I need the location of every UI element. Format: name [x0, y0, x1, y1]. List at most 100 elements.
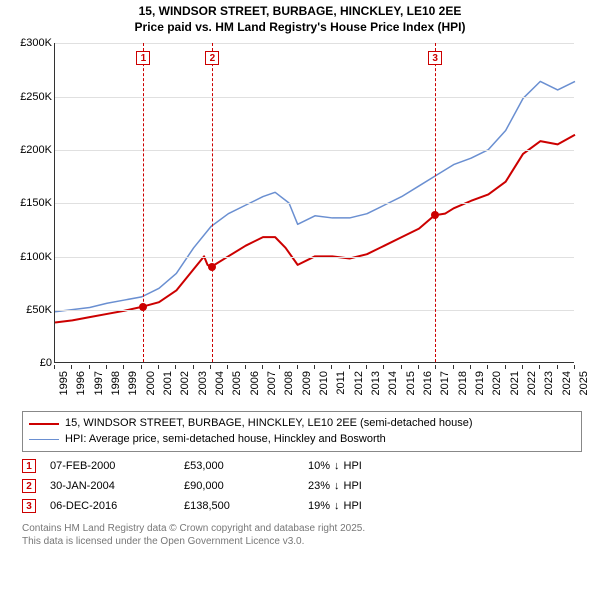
sale-table: 107-FEB-2000£53,00010%↓HPI230-JAN-2004£9…	[22, 456, 582, 516]
x-tick-label: 2014	[387, 371, 399, 395]
legend-swatch-price	[29, 423, 59, 425]
sale-diff-pct: 10%	[308, 460, 330, 472]
x-tick	[331, 365, 332, 369]
sale-diff-pct: 19%	[308, 500, 330, 512]
x-tick-label: 2024	[561, 371, 573, 395]
legend-swatch-hpi	[29, 439, 59, 441]
x-tick-label: 2011	[335, 371, 347, 395]
gridline	[55, 203, 574, 204]
x-tick	[297, 365, 298, 369]
x-tick-label: 2005	[231, 371, 243, 395]
series-line-hpi	[55, 82, 575, 312]
y-tick-label: £150K	[20, 197, 52, 209]
sale-date: 07-FEB-2000	[50, 460, 170, 472]
x-tick	[366, 365, 367, 369]
title-address: 15, WINDSOR STREET, BURBAGE, HINCKLEY, L…	[0, 4, 600, 20]
sale-date: 06-DEC-2016	[50, 500, 170, 512]
sale-flag: 1	[136, 51, 150, 65]
y-tick-label: £200K	[20, 144, 52, 156]
y-tick-label: £0	[40, 357, 52, 369]
x-tick	[470, 365, 471, 369]
legend-label-hpi: HPI: Average price, semi-detached house,…	[65, 432, 386, 447]
title-subtitle: Price paid vs. HM Land Registry's House …	[0, 20, 600, 36]
x-tick	[401, 365, 402, 369]
x-tick	[158, 365, 159, 369]
x-tick-label: 2010	[318, 371, 330, 395]
down-arrow-icon: ↓	[334, 480, 340, 492]
x-tick	[539, 365, 540, 369]
x-tick-label: 2004	[214, 371, 226, 395]
x-tick-label: 2023	[543, 371, 555, 395]
x-tick-label: 2012	[353, 371, 365, 395]
y-tick-label: £100K	[20, 251, 52, 263]
sale-row: 3 06-DEC-2016 £138,500 19% ↓ HPI	[22, 496, 582, 516]
x-tick-label: 2025	[578, 371, 590, 395]
sale-diff-suffix: HPI	[344, 500, 362, 512]
sale-flag: 3	[428, 51, 442, 65]
x-tick	[210, 365, 211, 369]
x-tick	[123, 365, 124, 369]
sale-row-flag: 2	[22, 479, 36, 493]
down-arrow-icon: ↓	[334, 460, 340, 472]
sale-marker	[431, 211, 439, 219]
sale-row: 107-FEB-2000£53,00010%↓HPI	[22, 456, 582, 476]
x-tick	[487, 365, 488, 369]
x-axis-labels: 1995199619971998199920002001200220032004…	[54, 365, 574, 405]
x-tick-label: 2007	[266, 371, 278, 395]
x-tick-label: 1999	[127, 371, 139, 395]
x-tick	[89, 365, 90, 369]
x-tick-label: 2006	[249, 371, 261, 395]
x-tick	[175, 365, 176, 369]
x-tick	[279, 365, 280, 369]
down-arrow-icon: ↓	[334, 500, 340, 512]
gridline	[55, 150, 574, 151]
sale-flag: 2	[205, 51, 219, 65]
x-tick-label: 2008	[283, 371, 295, 395]
x-tick	[314, 365, 315, 369]
sale-diff: 23% ↓ HPI	[308, 480, 362, 492]
x-tick	[141, 365, 142, 369]
x-tick	[193, 365, 194, 369]
sale-price: £138,500	[184, 500, 294, 512]
y-tick-label: £250K	[20, 91, 52, 103]
x-tick-label: 2003	[197, 371, 209, 395]
sale-diff-suffix: HPI	[344, 480, 362, 492]
sale-vline	[435, 43, 436, 362]
x-tick	[245, 365, 246, 369]
x-tick	[349, 365, 350, 369]
sale-diff-pct: 23%	[308, 480, 330, 492]
sale-diff: 10% ↓ HPI	[308, 460, 362, 472]
legend-row-hpi: HPI: Average price, semi-detached house,…	[29, 432, 575, 447]
x-tick-label: 2016	[422, 371, 434, 395]
footer-line1: Contains HM Land Registry data © Crown c…	[22, 522, 582, 535]
footer: Contains HM Land Registry data © Crown c…	[22, 522, 582, 548]
sale-diff-suffix: HPI	[344, 460, 362, 472]
x-tick-label: 2001	[162, 371, 174, 395]
chart-container: 15, WINDSOR STREET, BURBAGE, HINCKLEY, L…	[0, 0, 600, 590]
x-tick-label: 2019	[474, 371, 486, 395]
x-tick-label: 1998	[110, 371, 122, 395]
sale-diff: 19% ↓ HPI	[308, 500, 362, 512]
x-tick-label: 2009	[301, 371, 313, 395]
x-tick	[262, 365, 263, 369]
sale-vline	[212, 43, 213, 362]
x-tick-label: 1996	[75, 371, 87, 395]
sale-price: £90,000	[184, 480, 294, 492]
x-tick-label: 2020	[491, 371, 503, 395]
plot-area: 1 2 3	[54, 43, 574, 363]
x-tick	[574, 365, 575, 369]
x-tick	[435, 365, 436, 369]
x-tick	[54, 365, 55, 369]
sale-marker	[208, 263, 216, 271]
legend-label-price: 15, WINDSOR STREET, BURBAGE, HINCKLEY, L…	[65, 416, 473, 431]
gridline	[55, 310, 574, 311]
title-block: 15, WINDSOR STREET, BURBAGE, HINCKLEY, L…	[0, 0, 600, 37]
sale-row-flag: 1	[22, 459, 36, 473]
x-tick-label: 2000	[145, 371, 157, 395]
series-line-price_paid	[55, 135, 575, 323]
sale-row-flag: 3	[22, 499, 36, 513]
y-tick-label: £50K	[26, 304, 52, 316]
gridline	[55, 97, 574, 98]
sale-vline	[143, 43, 144, 362]
x-tick-label: 2002	[179, 371, 191, 395]
